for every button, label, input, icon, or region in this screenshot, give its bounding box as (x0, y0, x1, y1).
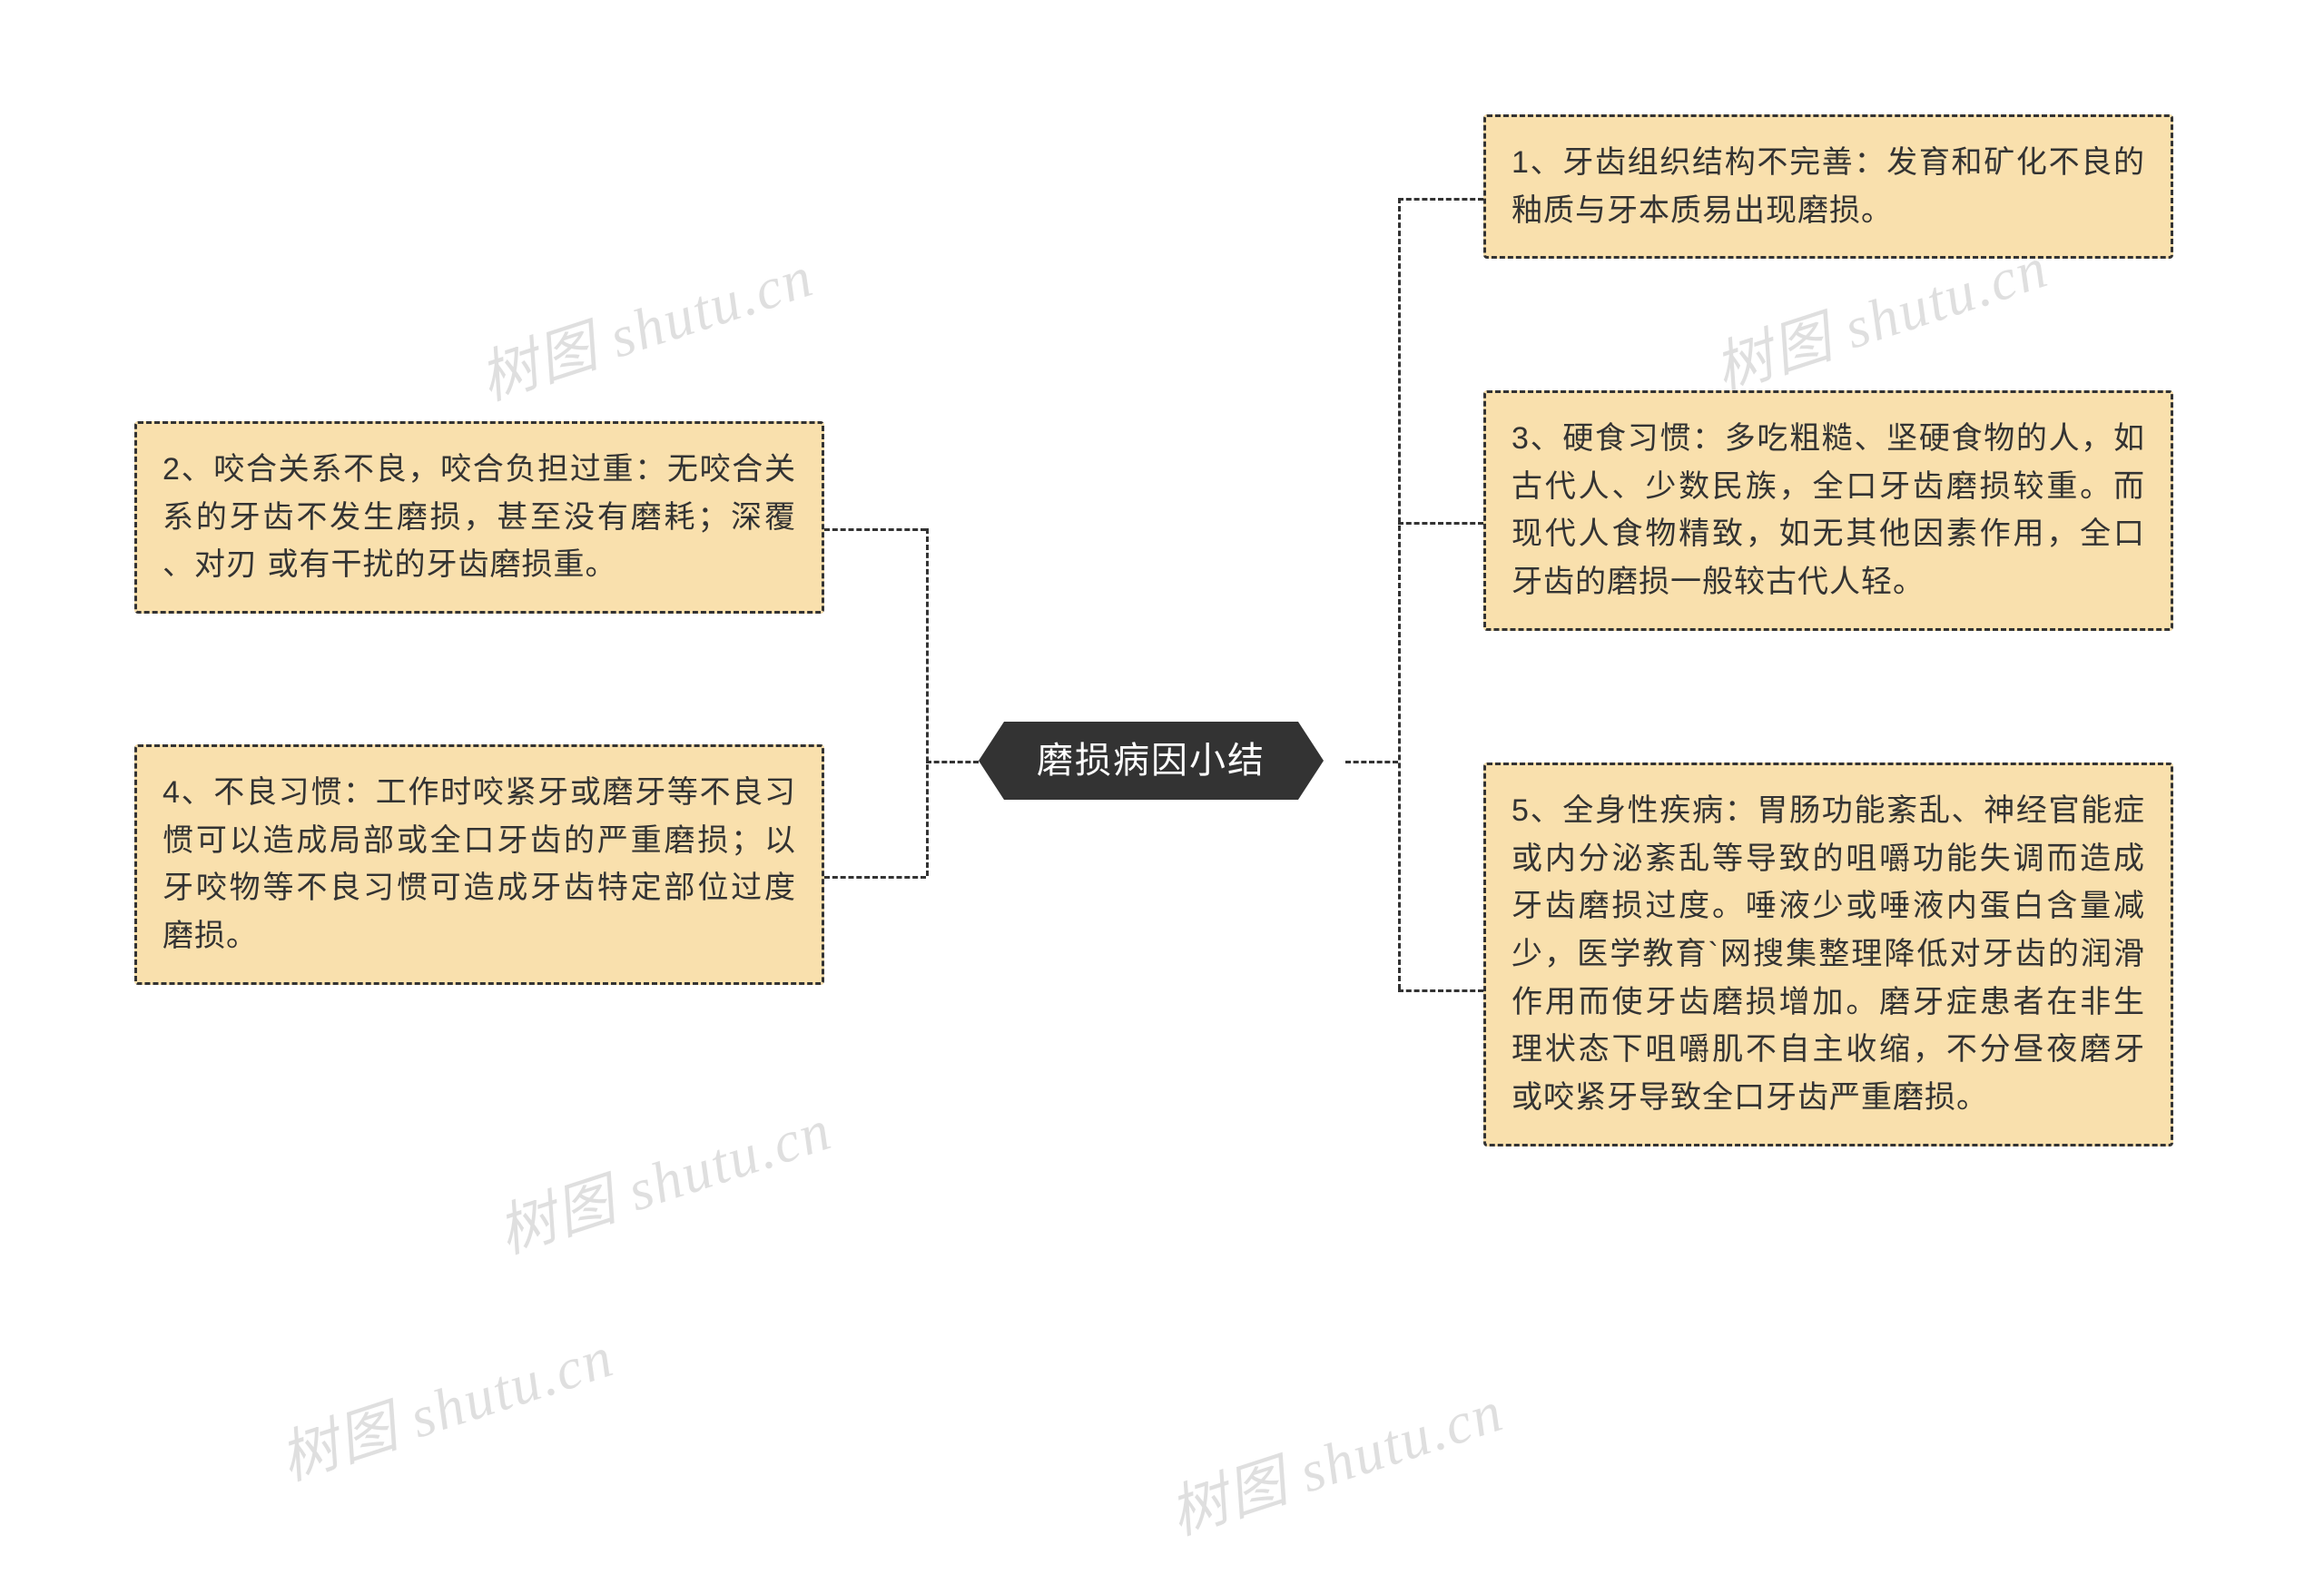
leaf-text: 4、不良习惯：工作时咬紧牙或磨牙等不良习惯可以造成局部或全口牙齿的严重磨损；以牙… (162, 775, 796, 953)
leaf-text: 1、牙齿组织结构不完善：发育和矿化不良的釉质与牙本质易出现磨损。 (1512, 145, 2145, 228)
connector (1398, 198, 1401, 989)
connector (1345, 761, 1398, 763)
watermark: 树图 shutu.cn (468, 230, 822, 416)
leaf-text: 2、咬合关系不良，咬合负担过重：无咬合关系的牙齿不发生磨损，甚至没有磨耗；深覆 … (162, 452, 796, 582)
leaf-text: 3、硬食习惯：多吃粗糙、坚硬食物的人，如古代人、少数民族，全口牙齿磨损较重。而现… (1512, 421, 2145, 599)
connector (1398, 522, 1483, 525)
connector (824, 876, 926, 879)
watermark: 树图 shutu.cn (1157, 1364, 1512, 1550)
center-title: 磨损病因小结 (1037, 741, 1265, 781)
watermark: 树图 shutu.cn (486, 1083, 841, 1269)
leaf-node-1: 1、牙齿组织结构不完善：发育和矿化不良的釉质与牙本质易出现磨损。 (1483, 114, 2173, 259)
leaf-node-3: 3、硬食习惯：多吃粗糙、坚硬食物的人，如古代人、少数民族，全口牙齿磨损较重。而现… (1483, 390, 2173, 631)
leaf-node-5: 5、全身性疾病：胃肠功能紊乱、神经官能症或内分泌紊乱等导致的咀嚼功能失调而造成牙… (1483, 763, 2173, 1146)
connector (824, 528, 926, 531)
leaf-node-2: 2、咬合关系不良，咬合负担过重：无咬合关系的牙齿不发生磨损，甚至没有磨耗；深覆 … (134, 421, 824, 614)
leaf-text: 5、全身性疾病：胃肠功能紊乱、神经官能症或内分泌紊乱等导致的咀嚼功能失调而造成牙… (1512, 793, 2145, 1115)
connector (1398, 198, 1483, 201)
connector (926, 761, 979, 763)
connector (926, 528, 929, 876)
leaf-node-4: 4、不良习惯：工作时咬紧牙或磨牙等不良习惯可以造成局部或全口牙齿的严重磨损；以牙… (134, 744, 824, 985)
watermark: 树图 shutu.cn (268, 1310, 623, 1496)
connector (1398, 989, 1483, 992)
center-node: 磨损病因小结 (1004, 722, 1298, 800)
